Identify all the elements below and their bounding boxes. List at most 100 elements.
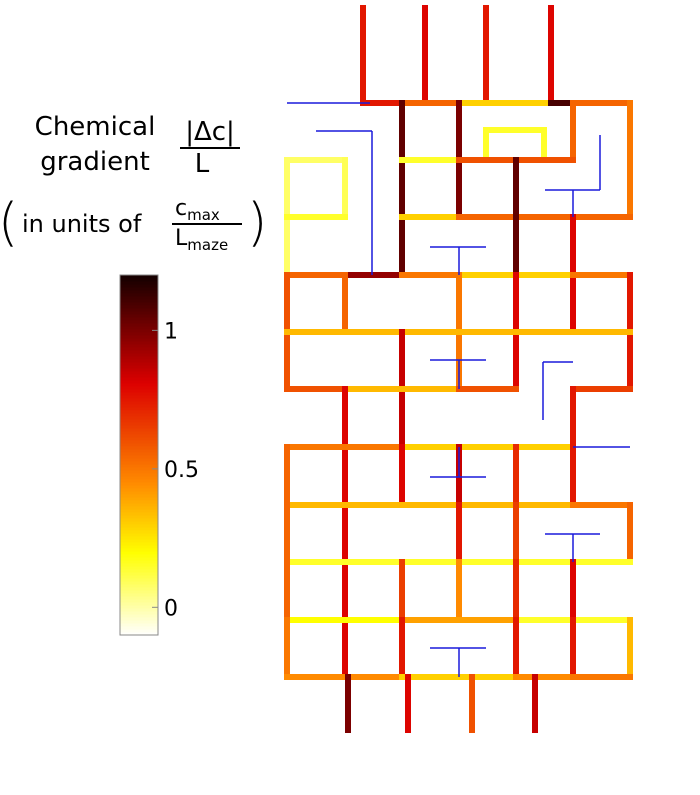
colorbar-cell [120,440,158,444]
colorbar-cell [120,491,158,495]
colorbar-cell [120,332,158,336]
colorbar-cell [120,290,158,294]
colorbar-cell [120,497,158,501]
colorbar-cell [120,542,158,546]
colorbar-cell [120,434,158,438]
colorbar-cell [120,530,158,534]
paren-right: ) [247,193,267,253]
colorbar: 00.51 [119,274,199,636]
colorbar-cell [120,629,158,633]
colorbar-cell [120,455,158,459]
colorbar-cell [120,500,158,504]
colorbar-cell [120,362,158,366]
colorbar-cell [120,611,158,615]
colorbar-cell [120,278,158,282]
colorbar-cell [120,287,158,291]
colorbar-cell [120,566,158,570]
colorbar-cell [120,467,158,471]
colorbar-cell [120,353,158,357]
colorbar-cell [120,608,158,612]
colorbar-cell [120,539,158,543]
colorbar-cell [120,293,158,297]
units-num: cmax [175,196,220,224]
units-num-main: c [175,196,187,221]
colorbar-cell [120,590,158,594]
colorbar-cell [120,488,158,492]
colorbar-cell [120,482,158,486]
colorbar-cell [120,521,158,525]
colorbar-cell [120,338,158,342]
colorbar-cell [120,377,158,381]
colorbar-cell [120,323,158,327]
colorbar-cell [120,587,158,591]
colorbar-cell [120,425,158,429]
paren-left: ( [0,193,18,253]
colorbar-cell [120,347,158,351]
label-line2: gradient [40,147,150,177]
colorbar-cell [120,602,158,606]
colorbar-cell [120,536,158,540]
colorbar-cell [120,359,158,363]
colorbar-cell [120,569,158,573]
colorbar-cell [120,419,158,423]
colorbar-cell [120,410,158,414]
colorbar-cell [120,284,158,288]
colorbar-cell [120,545,158,549]
colorbar-cell [120,524,158,528]
colorbar-cell [120,551,158,555]
colorbar-cell [120,305,158,309]
colorbar-cell [120,299,158,303]
colorbar-cell [120,458,158,462]
colorbar-cell [120,605,158,609]
colorbar-cell [120,317,158,321]
colorbar-cell [120,449,158,453]
colorbar-cell [120,584,158,588]
colorbar-cell [120,503,158,507]
colorbar-cell [120,296,158,300]
colorbar-cell [120,365,158,369]
colorbar-cell [120,548,158,552]
denominator: L [195,149,210,179]
colorbar-cell [120,476,158,480]
colorbar-cell [120,614,158,618]
colorbar-cell [120,344,158,348]
colorbar-cell [120,557,158,561]
units-num-sub: max [187,206,220,224]
colorbar-cell [120,404,158,408]
units-den: Lmaze [175,226,228,254]
colorbar-cell [120,413,158,417]
walls [287,102,630,677]
colorbar-cell [120,431,158,435]
colorbar-cell [120,386,158,390]
colorbar-cell [120,341,158,345]
colorbar-tick-label: 1 [164,319,178,344]
colorbar-cell [120,632,158,636]
colorbar-cell [120,578,158,582]
colorbar-cell [120,470,158,474]
colorbar-cell [120,533,158,537]
colorbar-frame [119,274,159,636]
colorbar-cell [120,446,158,450]
colorbar-cell [120,506,158,510]
colorbar-cell [120,596,158,600]
units-prefix: in units of [22,210,142,238]
colorbar-cell [120,374,158,378]
colorbar-cell [120,581,158,585]
colorbar-cell [120,329,158,333]
units-den-main: L [175,226,188,251]
colorbar-cell [120,443,158,447]
maze [284,5,633,733]
units-den-sub: maze [187,236,228,254]
colorbar-cell [120,452,158,456]
colorbar-cell [120,617,158,621]
colorbar-cell [120,512,158,516]
colorbar-cell [120,314,158,318]
colorbar-cell [120,563,158,567]
colorbar-cell [120,479,158,483]
colorbar-cell [120,554,158,558]
colorbar-cell [120,311,158,315]
colorbar-cell [120,599,158,603]
colorbar-cell [120,620,158,624]
colorbar-cell [120,416,158,420]
colorbar-cell [120,407,158,411]
